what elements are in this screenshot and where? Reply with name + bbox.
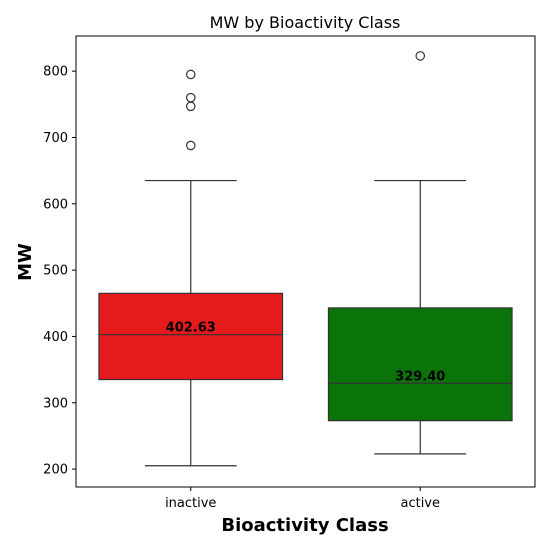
x-axis: inactive active bbox=[165, 487, 440, 511]
y-tick-label: 600 bbox=[43, 197, 68, 212]
y-tick-label: 500 bbox=[43, 264, 68, 279]
outlier-point bbox=[185, 69, 196, 80]
outlier-point bbox=[185, 92, 196, 103]
iqr-box bbox=[98, 292, 284, 381]
x-tick-label: inactive bbox=[165, 496, 216, 511]
y-axis-label: MW bbox=[15, 243, 36, 281]
plot-area: 402.63 329.40 bbox=[98, 51, 513, 467]
y-axis: 200 300 400 500 600 700 800 bbox=[43, 65, 76, 478]
y-tick-label: 800 bbox=[43, 65, 68, 80]
y-tick-label: 700 bbox=[43, 131, 68, 146]
y-tick-label: 300 bbox=[43, 396, 68, 411]
outlier-point bbox=[185, 140, 196, 151]
x-axis-label: Bioactivity Class bbox=[221, 515, 388, 536]
y-tick-label: 400 bbox=[43, 330, 68, 345]
outlier-point bbox=[415, 51, 426, 61]
y-tick-label: 200 bbox=[43, 463, 68, 478]
outlier-point bbox=[185, 101, 196, 112]
iqr-box bbox=[327, 307, 513, 422]
median-label: 402.63 bbox=[166, 321, 216, 336]
box-inactive: 402.63 bbox=[98, 69, 284, 467]
plot-frame bbox=[75, 35, 536, 488]
box-active: 329.40 bbox=[327, 51, 513, 455]
chart-title: MW by Bioactivity Class bbox=[210, 13, 401, 32]
median-label: 329.40 bbox=[395, 369, 445, 384]
x-tick-label: active bbox=[400, 496, 440, 511]
